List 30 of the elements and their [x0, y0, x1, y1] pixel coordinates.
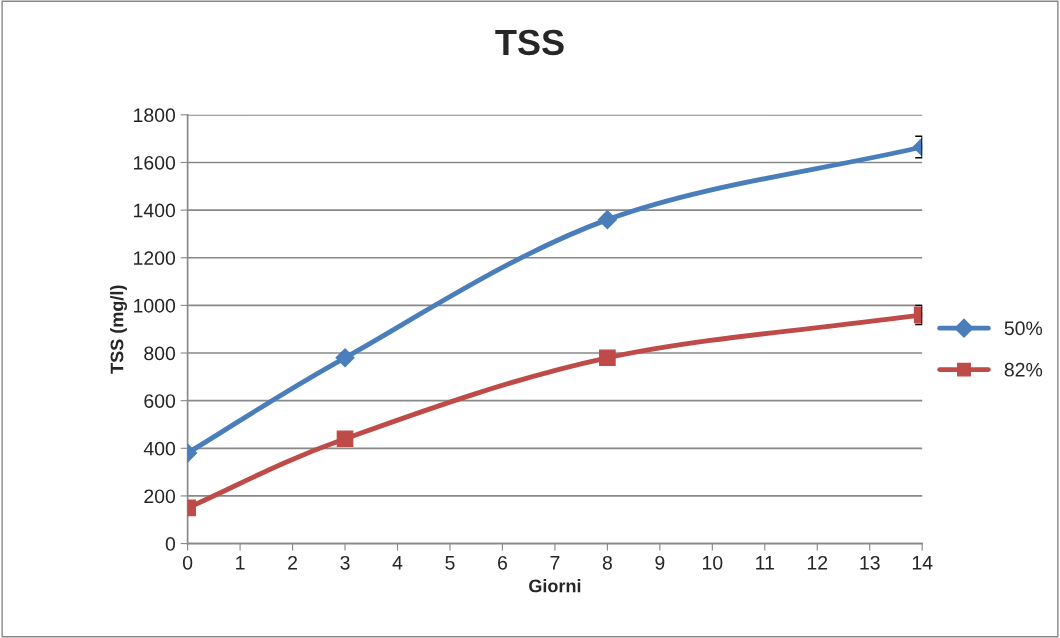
x-tick-label: 8: [602, 555, 612, 570]
chart-title: TSS: [495, 29, 564, 56]
x-tick-label: 4: [392, 556, 403, 570]
x-axis-title: Giorni: [529, 579, 581, 593]
x-tick-label: 9: [655, 555, 665, 570]
x-tick-label: 12: [807, 555, 828, 570]
y-tick-label: 1600: [134, 155, 176, 170]
x-tick-label: 1: [236, 556, 245, 570]
y-tick-label: 600: [144, 394, 176, 408]
x-tick-label: 13: [860, 555, 880, 570]
y-tick-label: 400: [143, 441, 176, 456]
x-tick-label: 10: [702, 555, 723, 570]
y-tick-label: 1800: [134, 108, 176, 123]
y-tick-label: 200: [144, 489, 176, 504]
x-tick-label: 7: [550, 556, 560, 570]
x-tick-label: 0: [182, 555, 193, 570]
x-tick-label: 2: [288, 555, 297, 570]
y-tick-label: 1400: [134, 203, 176, 218]
x-tick-label: 5: [445, 556, 455, 570]
legend-label: 50%: [1004, 321, 1043, 336]
x-tick-label: 11: [756, 556, 774, 570]
x-tick-label: 14: [912, 556, 933, 570]
x-tick-label: 3: [340, 555, 350, 570]
y-tick-label: 1200: [134, 251, 176, 265]
y-tick-label: 0: [165, 537, 176, 551]
y-axis-title: TSS (mg/l): [110, 285, 128, 374]
y-tick-label: 800: [144, 346, 176, 361]
legend-label: 82%: [1004, 362, 1043, 377]
y-tick-label: 1000: [134, 298, 176, 313]
x-tick-label: 6: [498, 555, 507, 570]
